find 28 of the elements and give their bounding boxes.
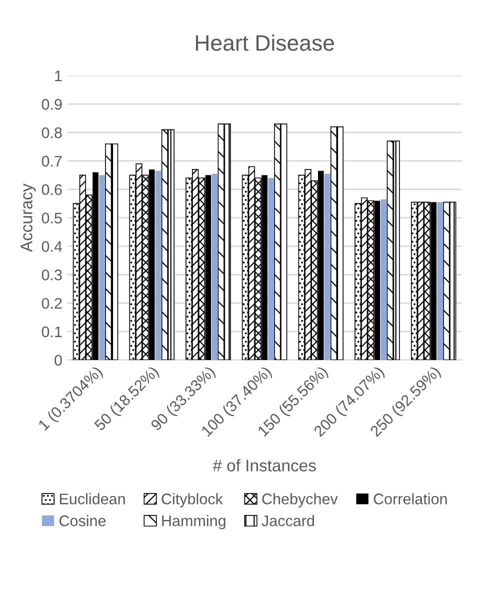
bar <box>99 175 105 360</box>
bar <box>324 174 330 360</box>
y-tick-label: 1 <box>55 70 62 82</box>
bar <box>212 174 218 360</box>
bar <box>380 199 387 360</box>
legend-label: Jaccard <box>262 515 314 526</box>
legend-label: Cityblock <box>162 493 223 508</box>
y-tick-label: 0.4 <box>42 241 62 252</box>
y-axis-title: Accuracy <box>20 184 36 252</box>
y-tick-label: 0.5 <box>42 212 62 224</box>
chart-title: Heart Disease <box>196 34 334 51</box>
y-tick-label: 0 <box>54 354 62 366</box>
legend-label: Chebychev <box>262 493 338 508</box>
y-tick-label: 0.8 <box>42 127 62 138</box>
bar <box>268 178 274 360</box>
y-tick-label: 0.1 <box>42 326 62 338</box>
y-tick-label: 0.9 <box>42 98 62 110</box>
legend-label: Correlation <box>374 493 447 504</box>
legend-label: Cosine <box>59 515 106 526</box>
y-tick-label: 0.6 <box>42 184 62 196</box>
y-tick-label: 0.2 <box>42 298 62 309</box>
legend-label: Euclidean <box>60 493 125 504</box>
x-axis-title: # of Instances <box>212 459 316 472</box>
bar <box>437 202 443 360</box>
y-tick-label: 0.7 <box>42 156 62 167</box>
y-tick-label: 0.3 <box>42 270 62 280</box>
legend-label: Hamming <box>162 515 226 530</box>
bar <box>155 170 162 360</box>
